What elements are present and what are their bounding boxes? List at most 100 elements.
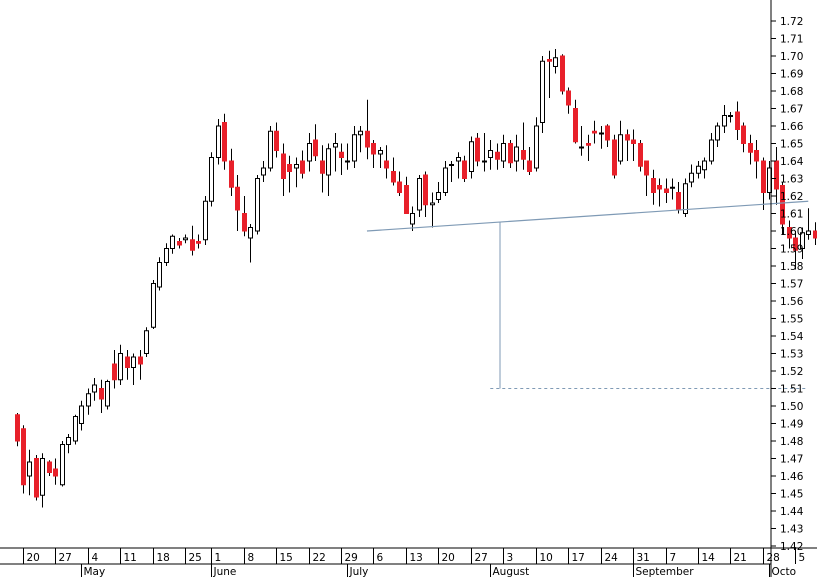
candle	[40, 453, 45, 508]
candle-body-down	[573, 108, 578, 143]
candle	[573, 99, 578, 144]
candle-body-up	[579, 146, 584, 149]
candle-body-down	[462, 160, 467, 179]
candle-body-down	[222, 122, 227, 162]
neckline-trendline	[366, 200, 809, 232]
ytick-label: 1.62	[780, 191, 803, 203]
candle	[800, 227, 805, 259]
xtick-label: 27	[475, 552, 488, 564]
candle	[579, 126, 584, 156]
candle	[268, 126, 273, 172]
ytick-label: 1.69	[780, 69, 803, 81]
candle-body-up	[449, 164, 454, 166]
candle	[774, 147, 779, 205]
candle-body-up	[183, 237, 188, 241]
candle-body-down	[320, 160, 325, 174]
candle	[404, 176, 409, 214]
candle	[592, 120, 597, 144]
candle-body-up	[86, 393, 91, 407]
candle	[66, 434, 71, 454]
candle-body-down	[47, 461, 52, 473]
candle	[99, 379, 104, 413]
ytick-label: 1.60	[780, 226, 803, 238]
ytick-label: 1.72	[780, 16, 803, 28]
candle-body-up	[696, 165, 701, 174]
candle	[216, 119, 221, 165]
xtick-label: 20	[442, 552, 455, 564]
candle	[780, 182, 785, 235]
candle-body-up	[689, 172, 694, 183]
candle	[495, 143, 500, 170]
ytick-label: 1.47	[780, 454, 803, 466]
candle	[358, 126, 363, 153]
candle-body-up	[352, 134, 357, 162]
candle	[728, 112, 733, 123]
month-label: Octo	[772, 566, 797, 577]
candle	[86, 388, 91, 415]
candle	[255, 175, 260, 235]
candle	[456, 152, 461, 179]
candle-body-up	[79, 405, 84, 424]
xtick-label: 20	[27, 552, 40, 564]
candle	[21, 425, 26, 494]
candle-body-up	[430, 202, 435, 206]
y-axis: 1.72 1.71 1.70 1.69 1.68 1.67 1.66 1.65 1.64 1.63…	[770, 0, 804, 577]
candle-body-down	[605, 125, 610, 141]
candle-body-down	[644, 160, 649, 176]
candle-body-up	[540, 60, 545, 123]
candle-body-up	[73, 416, 78, 442]
candle-body-down	[612, 139, 617, 176]
xtick-label: 1	[215, 552, 222, 564]
candle-body-up	[170, 235, 175, 249]
candle-body-up	[553, 57, 558, 67]
candle-body-down	[125, 356, 130, 368]
candle	[527, 147, 532, 175]
candle-body-up	[417, 178, 422, 211]
candle-body-down	[274, 130, 279, 151]
candle	[378, 147, 383, 168]
x-axis: 20 27 4 11 18 25 1 8 15 22 29 6 13 20 27 3 10 17 24 31 7 14 21…	[0, 547, 817, 577]
candle-body-down	[625, 134, 630, 141]
month-label: September	[636, 566, 695, 577]
candle	[651, 169, 656, 205]
candle	[170, 234, 175, 254]
candle	[118, 344, 123, 385]
candle-body-down	[754, 150, 759, 162]
candle-body-down	[664, 188, 669, 193]
candle	[397, 171, 402, 196]
candle	[417, 175, 422, 217]
candle-body-down	[741, 125, 746, 144]
candle-body-up	[216, 125, 221, 158]
candle	[248, 224, 253, 263]
candle-body-up	[27, 461, 32, 477]
candle	[131, 353, 136, 385]
candle-body-down	[748, 143, 753, 153]
candle	[521, 122, 526, 170]
candle-body-down	[423, 174, 428, 206]
candle	[73, 414, 78, 445]
candle-body-down	[793, 237, 798, 251]
candle	[748, 134, 753, 165]
candle	[689, 164, 694, 188]
candle	[664, 178, 669, 203]
xtick-label: 3	[507, 552, 514, 564]
candle	[501, 134, 506, 168]
ytick-label: 1.56	[780, 296, 804, 308]
candle	[612, 134, 617, 179]
candle	[190, 225, 195, 256]
candle-body-down	[676, 192, 681, 211]
candle	[294, 157, 299, 188]
xtick-label: 22	[313, 552, 326, 564]
candle	[547, 50, 552, 98]
month-label: June	[213, 566, 237, 577]
candle-body-down	[365, 130, 370, 148]
xtick-label: 24	[605, 552, 619, 564]
xtick-label: 11	[124, 552, 137, 564]
candle	[553, 49, 558, 74]
candle	[287, 155, 292, 193]
candle	[722, 105, 727, 133]
candle-body-down	[287, 164, 292, 172]
candle	[482, 133, 487, 172]
candle-body-down	[242, 213, 247, 232]
